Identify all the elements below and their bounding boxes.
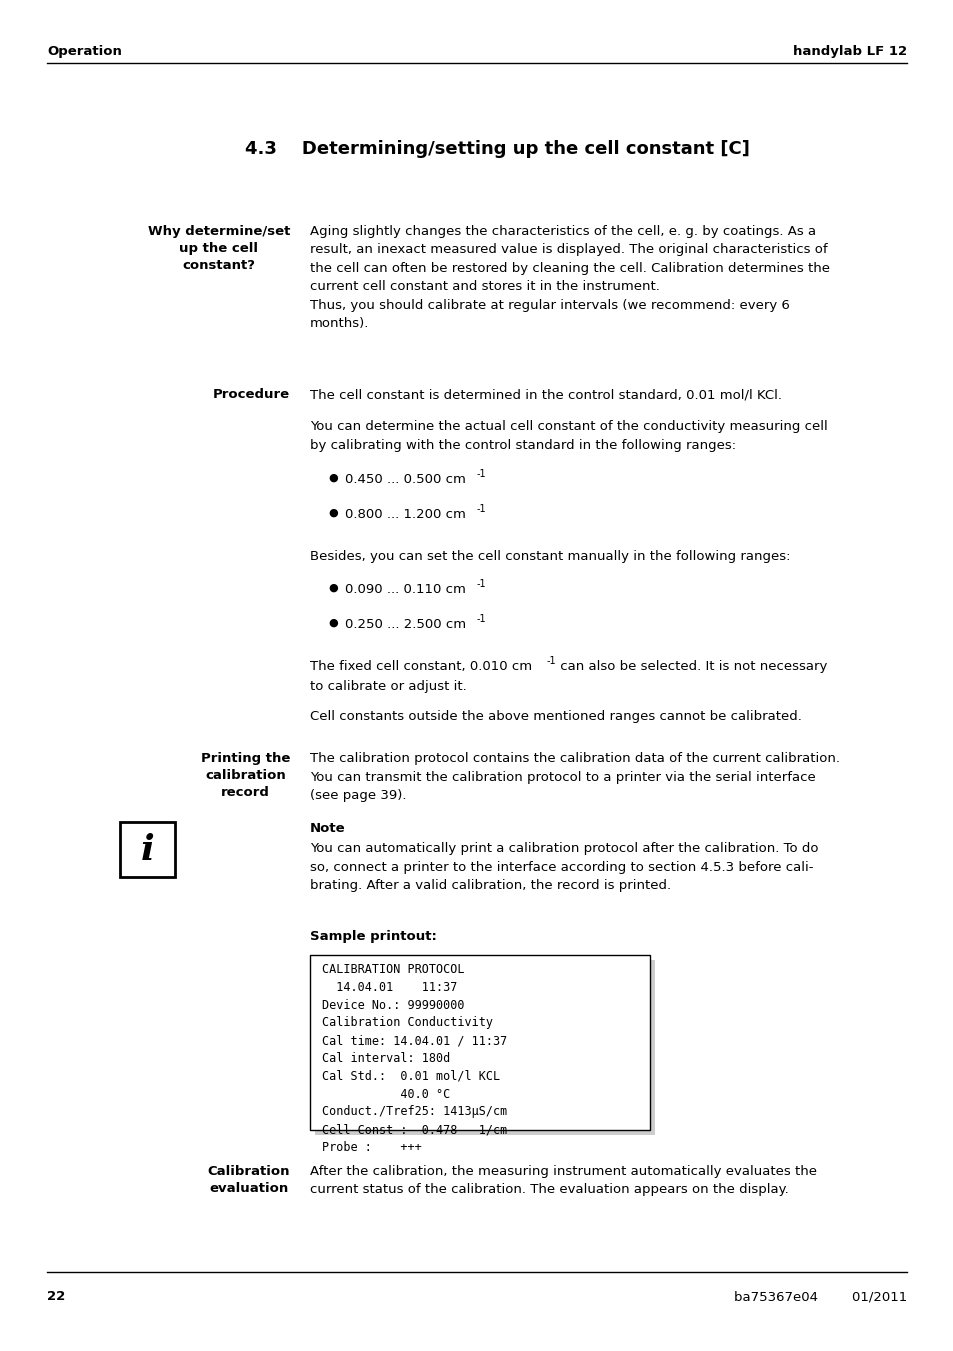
Text: 0.250 ... 2.500 cm: 0.250 ... 2.500 cm <box>345 617 466 631</box>
Text: Sample printout:: Sample printout: <box>310 929 436 943</box>
Text: to calibrate or adjust it.: to calibrate or adjust it. <box>310 680 466 693</box>
Text: Calibration
evaluation: Calibration evaluation <box>208 1165 290 1196</box>
Text: Note: Note <box>310 821 345 835</box>
Text: Cell constants outside the above mentioned ranges cannot be calibrated.: Cell constants outside the above mention… <box>310 711 801 723</box>
Text: After the calibration, the measuring instrument automatically evaluates the
curr: After the calibration, the measuring ins… <box>310 1165 816 1197</box>
Text: -1: -1 <box>476 504 486 513</box>
Text: Besides, you can set the cell constant manually in the following ranges:: Besides, you can set the cell constant m… <box>310 550 790 563</box>
Text: i: i <box>140 832 154 866</box>
Text: 4.3    Determining/setting up the cell constant [C]: 4.3 Determining/setting up the cell cons… <box>245 141 749 158</box>
Text: ●: ● <box>328 508 337 517</box>
FancyBboxPatch shape <box>314 961 655 1135</box>
Text: can also be selected. It is not necessary: can also be selected. It is not necessar… <box>556 661 826 673</box>
Text: You can automatically print a calibration protocol after the calibration. To do
: You can automatically print a calibratio… <box>310 842 818 892</box>
Text: Why determine/set
up the cell
constant?: Why determine/set up the cell constant? <box>148 226 290 272</box>
FancyBboxPatch shape <box>310 955 649 1129</box>
Text: You can determine the actual cell constant of the conductivity measuring cell
by: You can determine the actual cell consta… <box>310 420 827 451</box>
Text: The fixed cell constant, 0.010 cm: The fixed cell constant, 0.010 cm <box>310 661 532 673</box>
Text: 0.450 ... 0.500 cm: 0.450 ... 0.500 cm <box>345 473 465 486</box>
Text: Printing the
calibration
record: Printing the calibration record <box>200 753 290 798</box>
FancyBboxPatch shape <box>120 821 174 877</box>
Text: The calibration protocol contains the calibration data of the current calibratio: The calibration protocol contains the ca… <box>310 753 840 802</box>
Text: Aging slightly changes the characteristics of the cell, e. g. by coatings. As a
: Aging slightly changes the characteristi… <box>310 226 829 331</box>
Text: 22: 22 <box>47 1290 65 1302</box>
Text: ba75367e04        01/2011: ba75367e04 01/2011 <box>733 1290 906 1302</box>
Text: 0.090 ... 0.110 cm: 0.090 ... 0.110 cm <box>345 584 465 596</box>
Text: -1: -1 <box>476 580 486 589</box>
Text: ●: ● <box>328 617 337 628</box>
Text: 0.800 ... 1.200 cm: 0.800 ... 1.200 cm <box>345 508 465 521</box>
Text: -1: -1 <box>476 613 486 624</box>
Text: Procedure: Procedure <box>213 388 290 401</box>
Text: CALIBRATION PROTOCOL
  14.04.01    11:37
Device No.: 99990000
Calibration Conduc: CALIBRATION PROTOCOL 14.04.01 11:37 Devi… <box>322 963 507 1154</box>
Text: The cell constant is determined in the control standard, 0.01 mol/l KCl.: The cell constant is determined in the c… <box>310 388 781 401</box>
Text: handylab LF 12: handylab LF 12 <box>792 46 906 58</box>
Text: -1: -1 <box>476 469 486 480</box>
Text: ●: ● <box>328 473 337 484</box>
Text: Operation: Operation <box>47 46 122 58</box>
Text: ●: ● <box>328 584 337 593</box>
Text: -1: -1 <box>546 657 556 666</box>
